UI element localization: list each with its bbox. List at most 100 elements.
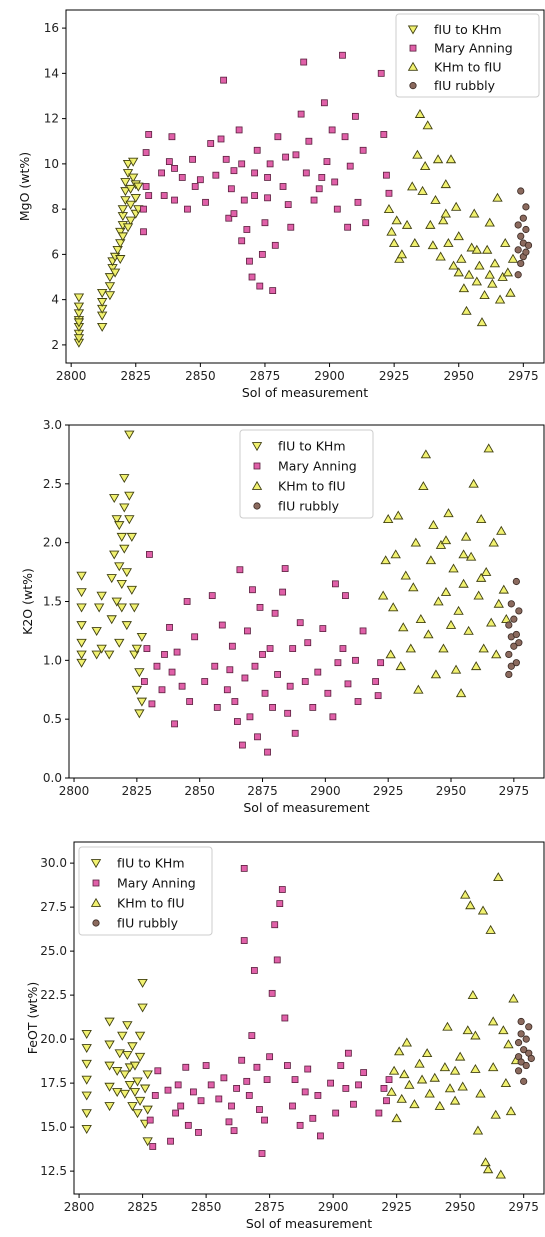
data-point bbox=[233, 718, 241, 725]
data-point bbox=[127, 1102, 138, 1112]
data-point bbox=[174, 1081, 182, 1089]
data-point bbox=[287, 223, 295, 231]
data-point bbox=[120, 196, 131, 206]
data-point bbox=[507, 662, 515, 670]
data-point bbox=[244, 627, 251, 635]
data-point bbox=[158, 169, 166, 177]
data-point bbox=[439, 1062, 451, 1072]
legend-marker bbox=[90, 897, 102, 907]
legend-marker bbox=[90, 859, 102, 869]
data-point bbox=[112, 1088, 123, 1098]
data-point bbox=[493, 598, 504, 608]
data-point bbox=[413, 684, 424, 694]
data-point bbox=[420, 449, 432, 459]
data-point bbox=[354, 698, 362, 705]
data-point bbox=[472, 1125, 484, 1135]
data-point bbox=[440, 586, 452, 596]
data-point bbox=[405, 643, 416, 653]
data-point bbox=[106, 615, 117, 625]
data-point bbox=[251, 662, 259, 670]
series-khm-to-fiu bbox=[383, 108, 519, 327]
data-point bbox=[346, 162, 354, 170]
legend-label: fIU rubbly bbox=[278, 499, 340, 514]
data-point bbox=[289, 645, 297, 652]
data-point bbox=[304, 639, 312, 647]
data-point bbox=[109, 494, 120, 504]
data-point bbox=[256, 1106, 263, 1113]
data-point bbox=[481, 244, 493, 254]
x-tick-label: 2825 bbox=[127, 1200, 158, 1214]
data-point bbox=[491, 649, 502, 659]
data-point bbox=[377, 69, 385, 77]
data-point bbox=[248, 1032, 256, 1039]
data-point bbox=[243, 226, 251, 233]
data-point bbox=[309, 1114, 317, 1122]
data-point bbox=[450, 664, 462, 674]
data-point bbox=[115, 255, 126, 265]
data-point bbox=[196, 176, 204, 184]
data-point bbox=[143, 645, 151, 652]
series-fiu-to-khm bbox=[73, 157, 144, 348]
data-point bbox=[331, 178, 339, 186]
data-point bbox=[124, 430, 135, 440]
data-point bbox=[129, 1088, 141, 1098]
series-fiu-rubbly bbox=[514, 187, 533, 279]
data-point bbox=[76, 638, 87, 648]
data-point bbox=[449, 1065, 461, 1075]
data-point bbox=[73, 293, 85, 303]
data-point bbox=[416, 1074, 428, 1084]
series-fiu-rubbly bbox=[514, 1017, 535, 1085]
data-point bbox=[114, 1049, 125, 1059]
data-point bbox=[383, 1097, 390, 1105]
data-point bbox=[166, 623, 173, 631]
data-point bbox=[399, 1069, 410, 1079]
data-point bbox=[104, 282, 116, 292]
data-point bbox=[461, 305, 472, 315]
data-point bbox=[106, 574, 117, 584]
data-point bbox=[173, 648, 181, 656]
data-point bbox=[104, 1102, 115, 1112]
data-point bbox=[350, 1100, 357, 1108]
data-point bbox=[96, 644, 107, 654]
data-point bbox=[226, 666, 234, 674]
data-point bbox=[386, 1086, 397, 1096]
data-point bbox=[104, 1040, 115, 1050]
data-point bbox=[407, 181, 418, 191]
legend-label: fIU to KHm bbox=[117, 856, 185, 871]
data-point bbox=[178, 174, 186, 181]
data-point bbox=[125, 216, 136, 226]
data-point bbox=[115, 227, 126, 237]
plot-frame bbox=[65, 9, 545, 364]
data-point bbox=[134, 1052, 146, 1062]
series-khm-to-fiu bbox=[377, 443, 512, 698]
x-tick-label: 2800 bbox=[59, 784, 90, 798]
data-point bbox=[261, 689, 269, 697]
data-point bbox=[487, 278, 498, 288]
data-point bbox=[142, 183, 150, 190]
data-point bbox=[184, 205, 191, 213]
y-tick-label: 27.5 bbox=[40, 900, 67, 914]
data-point bbox=[122, 169, 134, 179]
legend-marker bbox=[253, 462, 261, 470]
data-point bbox=[120, 178, 131, 188]
data-point bbox=[517, 259, 525, 268]
data-point bbox=[440, 208, 451, 218]
data-point bbox=[483, 443, 494, 453]
legend-marker bbox=[409, 44, 417, 52]
data-point bbox=[104, 273, 116, 283]
data-point bbox=[324, 689, 332, 697]
data-point bbox=[109, 550, 120, 560]
data-point bbox=[81, 1075, 92, 1085]
data-point bbox=[73, 302, 85, 312]
data-point bbox=[377, 659, 385, 667]
data-point bbox=[122, 1021, 133, 1031]
series-khm-to-fiu bbox=[386, 872, 522, 1179]
data-point bbox=[263, 1076, 271, 1083]
data-point bbox=[271, 241, 279, 249]
data-point bbox=[248, 273, 256, 281]
data-point bbox=[432, 154, 444, 164]
data-point bbox=[145, 192, 153, 199]
data-point bbox=[517, 232, 525, 240]
data-point bbox=[250, 967, 258, 974]
x-tick-label: 2925 bbox=[379, 369, 410, 383]
